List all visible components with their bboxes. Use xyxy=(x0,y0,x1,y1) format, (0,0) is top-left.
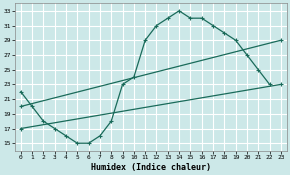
X-axis label: Humidex (Indice chaleur): Humidex (Indice chaleur) xyxy=(91,163,211,172)
